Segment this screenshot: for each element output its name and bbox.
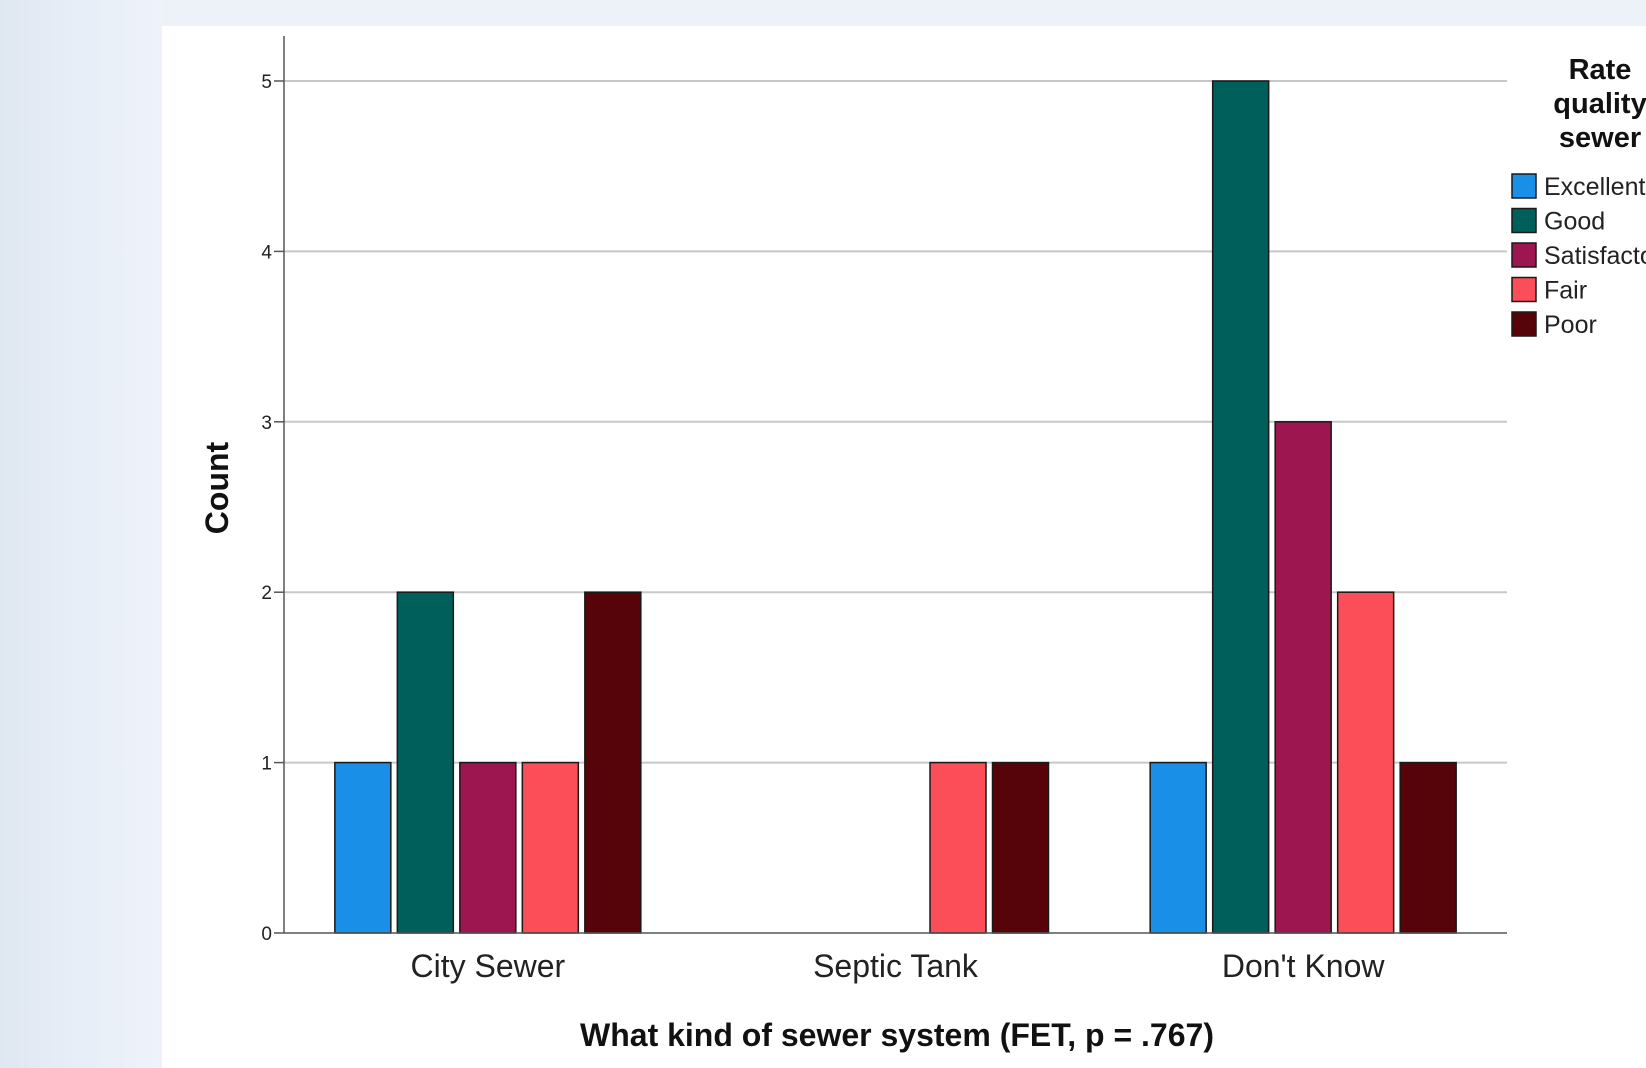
- legend-label: Fair: [1544, 277, 1587, 305]
- bar: [991, 761, 1050, 934]
- y-tick-label: 3: [261, 413, 272, 434]
- legend-title: sewer: [1559, 122, 1641, 154]
- legend-title: quality: [1553, 88, 1646, 120]
- bar: [1399, 761, 1457, 934]
- legend-label: Good: [1544, 208, 1605, 236]
- x-category-label: Septic Tank: [813, 948, 979, 984]
- bar: [1336, 591, 1395, 934]
- legend-title: Rate: [1569, 54, 1632, 86]
- x-category-label: Don't Know: [1222, 948, 1386, 984]
- y-tick-labels: 0 1 2 3 4 5: [261, 72, 272, 945]
- x-category-labels: City Sewer Septic Tank Don't Know: [410, 948, 1385, 984]
- y-tick-label: 1: [261, 754, 272, 775]
- bar: [1211, 80, 1270, 934]
- bar: [584, 591, 642, 934]
- axes: [274, 36, 1507, 934]
- legend-swatch: [1511, 173, 1537, 199]
- y-axis-title: Count: [199, 441, 235, 534]
- bar: [929, 761, 987, 934]
- legend-swatch: [1511, 276, 1537, 303]
- legend-label: Satisfactory: [1544, 242, 1646, 270]
- bar: [521, 761, 580, 934]
- legend-label: Poor: [1544, 311, 1597, 339]
- legend-label: Excellent: [1544, 173, 1645, 201]
- bar: [334, 761, 392, 934]
- x-category-label: City Sewer: [410, 948, 565, 984]
- bar: [396, 591, 455, 934]
- legend-swatch: [1511, 242, 1537, 268]
- background-left-strip: [0, 0, 162, 1068]
- bar: [459, 761, 517, 934]
- y-tick-label: 4: [261, 242, 272, 263]
- bar: [1274, 421, 1332, 934]
- x-axis-title: What kind of sewer system (FET, p = .767…: [580, 1017, 1214, 1053]
- y-tick-label: 0: [261, 924, 272, 945]
- bars: [334, 80, 1457, 934]
- legend-swatch: [1511, 311, 1537, 337]
- bar: [1149, 761, 1207, 934]
- y-tick-label: 5: [261, 72, 272, 93]
- background-top-strip: [162, 0, 1646, 26]
- y-tick-label: 2: [261, 583, 272, 604]
- legend-swatch: [1511, 207, 1537, 234]
